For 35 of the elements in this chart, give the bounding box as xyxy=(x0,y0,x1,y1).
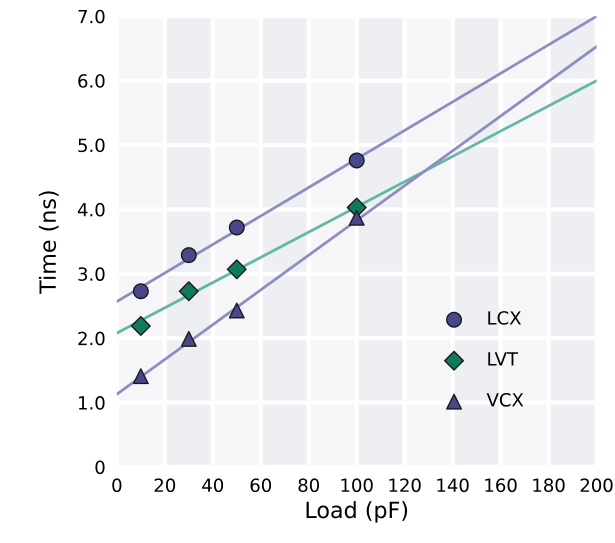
point xyxy=(228,302,245,319)
point xyxy=(132,283,149,300)
y-tick-label: 7.0 xyxy=(78,10,105,24)
y-tick-label: 2.0 xyxy=(78,332,105,346)
x-tick-label: 200 xyxy=(580,478,613,492)
legend-label: LVT xyxy=(488,352,518,366)
x-axis-title: Load (pF) xyxy=(306,501,408,523)
y-tick-label: 4.0 xyxy=(78,202,105,217)
y-tick-label: 6.0 xyxy=(78,74,105,88)
x-tick-label: 180 xyxy=(533,478,565,492)
x-tick-label: 140 xyxy=(437,478,469,492)
point xyxy=(348,152,365,168)
point xyxy=(226,259,247,280)
point xyxy=(180,330,197,347)
x-tick-label: 160 xyxy=(485,478,517,492)
point xyxy=(180,247,197,264)
x-tick-label: 0 xyxy=(112,478,122,492)
x-tick-label: 120 xyxy=(389,478,421,492)
y-tick-label: 1.0 xyxy=(79,396,105,410)
x-tick-label: 80 xyxy=(298,478,320,492)
point xyxy=(178,281,199,302)
point xyxy=(132,368,149,384)
point xyxy=(130,316,151,336)
y-axis-title: Time (ns) xyxy=(38,191,59,294)
y-tick-label: 5.0 xyxy=(78,138,105,152)
point xyxy=(348,210,365,226)
x-tick-label: 100 xyxy=(341,478,373,492)
legend-label: LCX xyxy=(488,311,522,325)
legend-label: VCX xyxy=(486,392,524,407)
x-tick-label: 60 xyxy=(250,478,272,492)
x-tick-label: 20 xyxy=(154,478,176,492)
x-tick-label: 40 xyxy=(202,478,224,492)
y-tick-label: 3.0 xyxy=(78,267,105,281)
point xyxy=(228,219,245,236)
y-tick-label: 0 xyxy=(95,460,105,474)
